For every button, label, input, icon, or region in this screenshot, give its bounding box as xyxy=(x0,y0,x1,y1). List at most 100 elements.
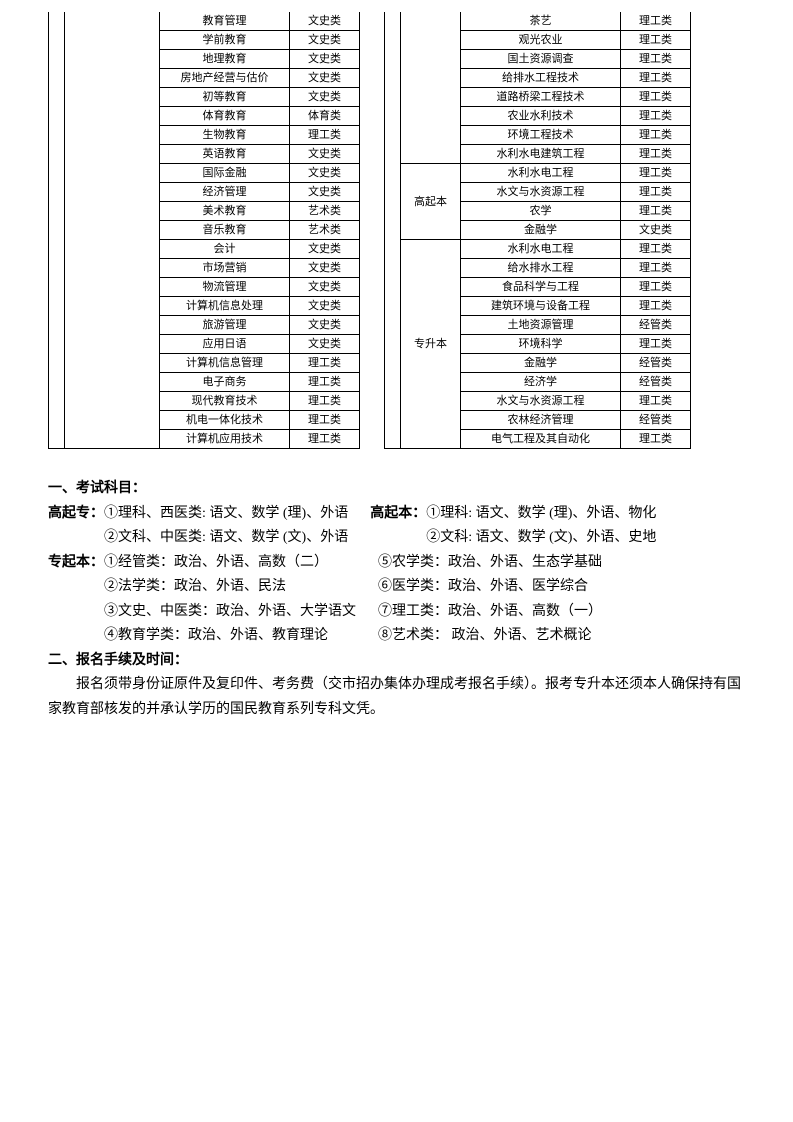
left-major-cell: 机电一体化技术 xyxy=(160,411,290,430)
right-blank-col xyxy=(385,12,401,449)
left-blank-col-2 xyxy=(65,12,160,449)
gqz-line2: ②文科、中医类: 语文、数学 (文)、外语 xyxy=(48,526,348,551)
left-category-cell: 文史类 xyxy=(290,145,360,164)
gqb-line1: 高起本：①理科: 语文、数学 (理)、外语、物化 xyxy=(370,502,656,527)
right-category-cell: 理工类 xyxy=(621,430,691,449)
left-major-cell: 物流管理 xyxy=(160,278,290,297)
left-category-cell: 理工类 xyxy=(290,392,360,411)
right-category-cell: 理工类 xyxy=(621,145,691,164)
left-category-cell: 文史类 xyxy=(290,12,360,31)
left-major-cell: 地理教育 xyxy=(160,50,290,69)
right-category-cell: 理工类 xyxy=(621,12,691,31)
left-major-cell: 经济管理 xyxy=(160,183,290,202)
left-blank-col-1 xyxy=(49,12,65,449)
left-major-cell: 教育管理 xyxy=(160,12,290,31)
left-major-cell: 国际金融 xyxy=(160,164,290,183)
left-category-cell: 理工类 xyxy=(290,430,360,449)
right-category-cell: 文史类 xyxy=(621,221,691,240)
right-category-cell: 理工类 xyxy=(621,202,691,221)
right-major-cell: 水文与水资源工程 xyxy=(461,183,621,202)
left-category-cell: 文史类 xyxy=(290,335,360,354)
left-major-cell: 市场营销 xyxy=(160,259,290,278)
left-major-cell: 房地产经营与估价 xyxy=(160,69,290,88)
right-category-cell: 理工类 xyxy=(621,278,691,297)
right-major-cell: 经济学 xyxy=(461,373,621,392)
left-category-cell: 文史类 xyxy=(290,50,360,69)
right-category-cell: 理工类 xyxy=(621,335,691,354)
right-major-cell: 农林经济管理 xyxy=(461,411,621,430)
exam-block-gq: 高起专：①理科、西医类: 语文、数学 (理)、外语 ②文科、中医类: 语文、数学… xyxy=(48,502,745,551)
right-major-cell: 金融学 xyxy=(461,354,621,373)
left-major-cell: 美术教育 xyxy=(160,202,290,221)
right-category-cell: 理工类 xyxy=(621,240,691,259)
zqb-line6: ⑥医学类：政治、外语、医学综合 xyxy=(378,575,602,600)
right-major-cell: 金融学 xyxy=(461,221,621,240)
gqb-line2: ②文科: 语文、数学 (文)、外语、史地 xyxy=(370,526,656,551)
left-category-cell: 文史类 xyxy=(290,316,360,335)
left-table: 教育管理文史类学前教育文史类地理教育文史类房地产经营与估价文史类初等教育文史类体… xyxy=(48,12,360,449)
gqz-line1: 高起专：①理科、西医类: 语文、数学 (理)、外语 xyxy=(48,502,348,527)
right-category-cell: 理工类 xyxy=(621,297,691,316)
right-level-block1 xyxy=(401,12,461,164)
left-category-cell: 文史类 xyxy=(290,31,360,50)
right-category-cell: 理工类 xyxy=(621,88,691,107)
left-major-cell: 计算机应用技术 xyxy=(160,430,290,449)
right-category-cell: 理工类 xyxy=(621,31,691,50)
left-category-cell: 艺术类 xyxy=(290,202,360,221)
left-major-cell: 旅游管理 xyxy=(160,316,290,335)
left-major-cell: 初等教育 xyxy=(160,88,290,107)
right-major-cell: 观光农业 xyxy=(461,31,621,50)
right-category-cell: 理工类 xyxy=(621,164,691,183)
right-major-cell: 农学 xyxy=(461,202,621,221)
left-category-cell: 理工类 xyxy=(290,126,360,145)
right-category-cell: 经管类 xyxy=(621,354,691,373)
left-category-cell: 文史类 xyxy=(290,259,360,278)
right-category-cell: 理工类 xyxy=(621,126,691,145)
zqb-line4: ④教育学类：政治、外语、教育理论 xyxy=(48,624,356,649)
left-major-cell: 应用日语 xyxy=(160,335,290,354)
left-major-cell: 学前教育 xyxy=(160,31,290,50)
right-major-cell: 给水排水工程 xyxy=(461,259,621,278)
right-category-cell: 理工类 xyxy=(621,50,691,69)
zqb-line7: ⑦理工类：政治、外语、高数（一） xyxy=(378,600,602,625)
left-major-cell: 计算机信息管理 xyxy=(160,354,290,373)
left-major-cell: 计算机信息处理 xyxy=(160,297,290,316)
right-major-cell: 环境工程技术 xyxy=(461,126,621,145)
left-major-cell: 体育教育 xyxy=(160,107,290,126)
right-major-cell: 茶艺 xyxy=(461,12,621,31)
zqb-line3: ③文史、中医类：政治、外语、大学语文 xyxy=(48,600,356,625)
right-level-gaoqiben: 高起本 xyxy=(401,164,461,240)
right-major-cell: 道路桥梁工程技术 xyxy=(461,88,621,107)
exam-block-zqb: 专起本：①经管类：政治、外语、高数（二） ②法学类：政治、外语、民法 ③文史、中… xyxy=(48,551,745,649)
left-category-cell: 文史类 xyxy=(290,297,360,316)
left-major-cell: 音乐教育 xyxy=(160,221,290,240)
left-major-cell: 电子商务 xyxy=(160,373,290,392)
right-category-cell: 理工类 xyxy=(621,392,691,411)
right-category-cell: 理工类 xyxy=(621,107,691,126)
left-category-cell: 理工类 xyxy=(290,373,360,392)
right-major-cell: 土地资源管理 xyxy=(461,316,621,335)
zqb-line5: ⑤农学类：政治、外语、生态学基础 xyxy=(378,551,602,576)
left-major-cell: 现代教育技术 xyxy=(160,392,290,411)
body-text: 一、考试科目： 高起专：①理科、西医类: 语文、数学 (理)、外语 ②文科、中医… xyxy=(48,477,745,722)
zqb-line8: ⑧艺术类： 政治、外语、艺术概论 xyxy=(378,624,602,649)
left-category-cell: 文史类 xyxy=(290,88,360,107)
zqb-line2: ②法学类：政治、外语、民法 xyxy=(48,575,356,600)
right-category-cell: 理工类 xyxy=(621,69,691,88)
page: 教育管理文史类学前教育文史类地理教育文史类房地产经营与估价文史类初等教育文史类体… xyxy=(0,0,793,722)
tables-row: 教育管理文史类学前教育文史类地理教育文史类房地产经营与估价文史类初等教育文史类体… xyxy=(48,12,745,449)
right-major-cell: 电气工程及其自动化 xyxy=(461,430,621,449)
right-major-cell: 国土资源调查 xyxy=(461,50,621,69)
section-2-heading: 二、报名手续及时间： xyxy=(48,649,745,674)
right-category-cell: 经管类 xyxy=(621,373,691,392)
left-category-cell: 文史类 xyxy=(290,240,360,259)
left-category-cell: 体育类 xyxy=(290,107,360,126)
right-major-cell: 环境科学 xyxy=(461,335,621,354)
left-major-cell: 英语教育 xyxy=(160,145,290,164)
left-category-cell: 文史类 xyxy=(290,69,360,88)
section-1-heading: 一、考试科目： xyxy=(48,477,745,502)
left-category-cell: 文史类 xyxy=(290,278,360,297)
right-major-cell: 食品科学与工程 xyxy=(461,278,621,297)
left-category-cell: 文史类 xyxy=(290,183,360,202)
right-major-cell: 农业水利技术 xyxy=(461,107,621,126)
